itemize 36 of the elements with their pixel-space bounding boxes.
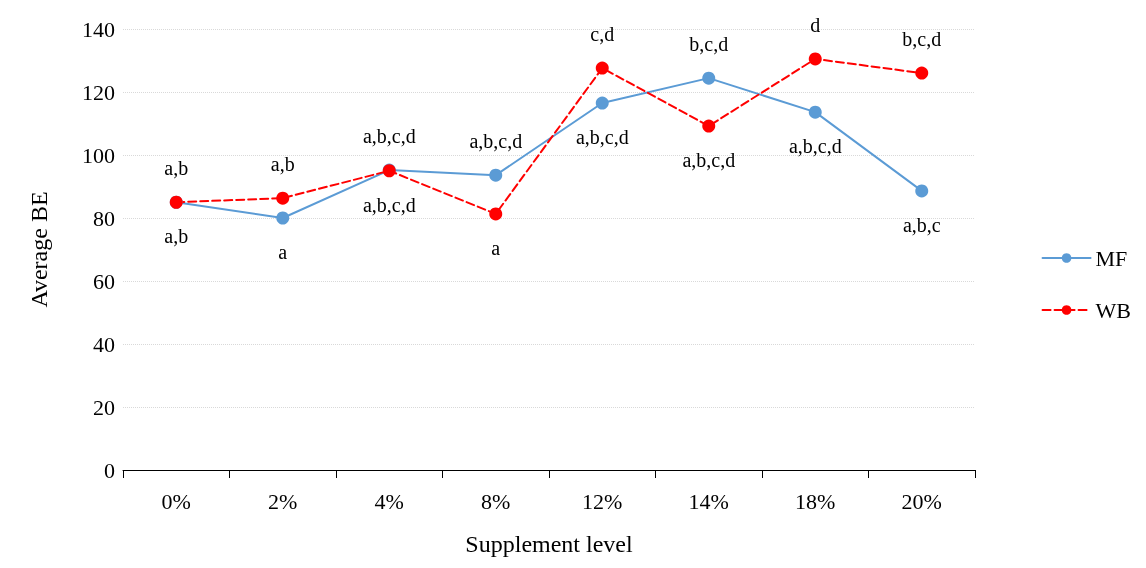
x-tick-label: 0%	[161, 488, 191, 514]
y-tick-label: 20	[93, 394, 115, 420]
annotation: c,d	[590, 23, 615, 46]
x-tick-label: 18%	[795, 488, 836, 514]
annotation: a,b,c	[902, 213, 941, 236]
annotation: a,b,c,d	[362, 125, 416, 148]
x-tick-label: 12%	[582, 488, 623, 514]
annotation: a,b,c,d	[788, 135, 842, 158]
annotation: a,b,c,d	[575, 126, 629, 149]
x-tick-label: 14%	[688, 488, 729, 514]
y-tick-label: 120	[82, 79, 115, 105]
y-tick-label: 140	[82, 16, 115, 42]
x-tick-label: 2%	[268, 488, 298, 514]
annotation: d	[810, 13, 821, 36]
x-tick-label: 4%	[374, 488, 404, 514]
annotation: a,b	[164, 157, 189, 180]
annotation: a,b	[164, 225, 189, 248]
annotation: a,b,c,d	[682, 149, 736, 172]
x-tick-label: 20%	[901, 488, 942, 514]
annotation: b,c,d	[689, 33, 729, 56]
legend-label: WB	[1095, 297, 1132, 323]
y-tick-label: 60	[93, 268, 115, 294]
y-tick-label: 0	[104, 457, 115, 483]
annotation: b,c,d	[902, 28, 942, 51]
annotation: a,b,c,d	[362, 193, 416, 216]
annotation: a	[278, 241, 288, 263]
x-tick-label: 8%	[481, 488, 511, 514]
y-tick-label: 100	[82, 142, 115, 168]
annotation: a	[491, 236, 501, 259]
y-tick-label: 40	[93, 331, 115, 357]
annotation: a,b,c,d	[469, 130, 523, 153]
annotation: a,b	[270, 153, 295, 176]
y-tick-label: 80	[93, 205, 115, 231]
x-axis-title: Supplement level	[465, 531, 633, 557]
y-axis-title: Average BE	[26, 191, 52, 308]
legend-label: MF	[1095, 245, 1128, 271]
